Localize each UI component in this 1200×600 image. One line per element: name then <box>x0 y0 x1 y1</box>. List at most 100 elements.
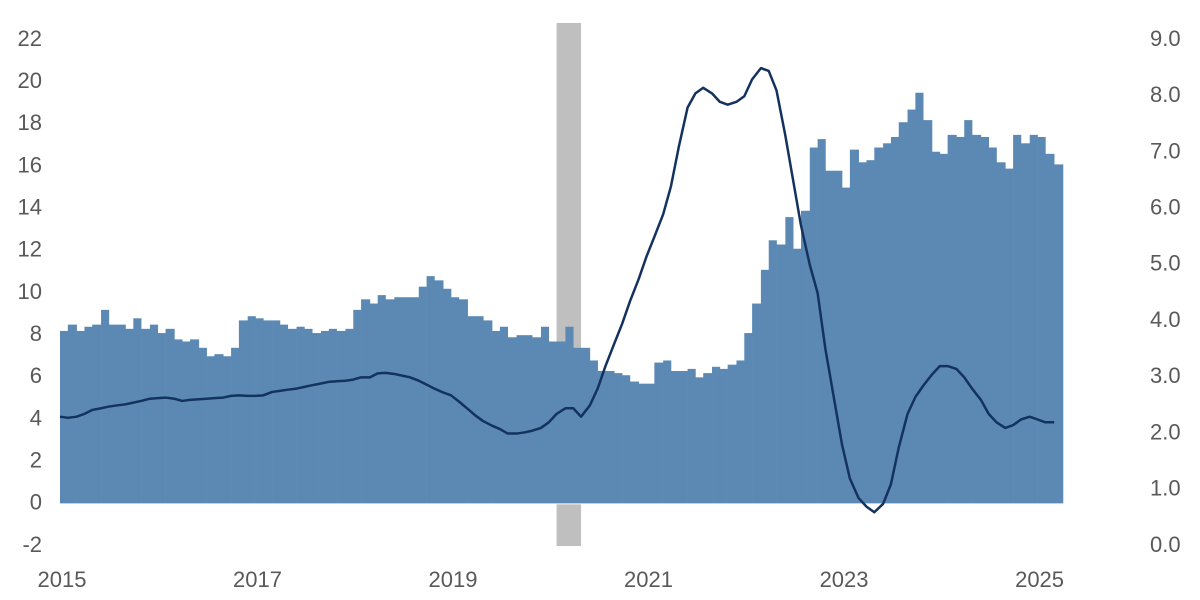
y-tick-label: 10 <box>18 279 42 304</box>
bar <box>125 328 134 504</box>
bar <box>238 320 248 504</box>
bar <box>475 316 484 504</box>
bar <box>744 333 753 504</box>
bar <box>190 339 200 504</box>
bar <box>605 371 615 504</box>
y-tick-label: 22 <box>18 26 42 51</box>
y-tick-label: 18 <box>18 110 42 135</box>
bar <box>532 337 542 504</box>
bar <box>760 269 770 504</box>
bar <box>964 120 973 504</box>
bar <box>687 368 696 504</box>
bar <box>255 318 264 504</box>
bar <box>443 288 452 504</box>
bar <box>426 276 435 504</box>
bar <box>483 320 493 504</box>
bar <box>883 143 892 504</box>
bar <box>996 162 1006 504</box>
bar <box>678 371 688 504</box>
y-tick-label: 2 <box>30 447 42 472</box>
bar <box>507 337 517 504</box>
bar <box>800 210 811 504</box>
bar <box>1037 136 1046 504</box>
bar <box>467 316 476 504</box>
y2-tick-label: 4.0 <box>1150 307 1181 332</box>
bar <box>793 248 802 504</box>
bar <box>296 326 305 504</box>
bar <box>727 364 737 504</box>
bar <box>614 373 623 504</box>
bar <box>540 326 550 504</box>
bar <box>1045 153 1055 504</box>
bar <box>287 328 297 504</box>
bar <box>866 160 875 504</box>
y-tick-label: 14 <box>18 194 42 219</box>
y-tick-label: 6 <box>30 363 42 388</box>
bar <box>629 381 640 504</box>
bar <box>581 347 591 504</box>
line <box>59 66 1055 514</box>
bar <box>670 371 680 504</box>
y2-tick-label: 0.0 <box>1150 532 1181 557</box>
bar <box>174 339 183 504</box>
bar <box>165 328 175 504</box>
y2-tick-label: 2.0 <box>1150 419 1181 444</box>
bar <box>1054 164 1064 504</box>
bar <box>858 162 867 504</box>
bar <box>116 324 126 504</box>
bar <box>394 297 403 504</box>
y2-tick-label: 6.0 <box>1150 194 1181 219</box>
bar <box>898 122 908 504</box>
bar <box>206 356 215 504</box>
bar <box>157 333 166 504</box>
bar <box>719 368 728 504</box>
bar <box>385 299 395 504</box>
y2-tick-label: 8.0 <box>1150 82 1181 107</box>
y2-tick-label: 1.0 <box>1150 476 1181 501</box>
bar <box>369 303 379 504</box>
y2-tick-label: 7.0 <box>1150 138 1181 163</box>
x-tick-label: 2015 <box>38 567 87 592</box>
bar <box>842 187 851 504</box>
bar <box>849 149 859 504</box>
bar <box>353 309 362 504</box>
bar <box>92 324 102 504</box>
bar <box>646 383 655 504</box>
bar <box>573 347 582 504</box>
bar <box>703 373 713 504</box>
y-tick-label: 8 <box>30 321 42 346</box>
bar <box>923 120 933 504</box>
bar <box>328 328 337 504</box>
bar <box>988 147 997 504</box>
bar <box>108 324 117 504</box>
bar <box>809 147 818 504</box>
bar <box>915 92 924 504</box>
bar <box>149 324 159 504</box>
bar <box>67 324 77 504</box>
bar <box>214 354 224 504</box>
bar <box>597 371 606 504</box>
x-tick-label: 2019 <box>429 567 478 592</box>
bar <box>736 360 745 504</box>
bar <box>752 303 762 504</box>
bar <box>663 360 672 504</box>
bar <box>947 134 957 504</box>
bar <box>874 147 884 504</box>
bar <box>272 320 281 504</box>
bar <box>409 297 420 504</box>
bar <box>980 136 989 504</box>
bar <box>548 341 557 504</box>
bar <box>712 366 721 504</box>
bar <box>198 347 207 504</box>
bar <box>695 377 704 504</box>
bar <box>972 134 982 504</box>
bar <box>907 109 916 504</box>
bar <box>825 170 835 504</box>
x-tick-label: 2025 <box>1015 567 1064 592</box>
bar <box>377 295 386 504</box>
bar <box>418 286 427 504</box>
bar <box>458 299 468 504</box>
y-tick-label: 0 <box>30 490 42 515</box>
bar <box>336 330 346 504</box>
